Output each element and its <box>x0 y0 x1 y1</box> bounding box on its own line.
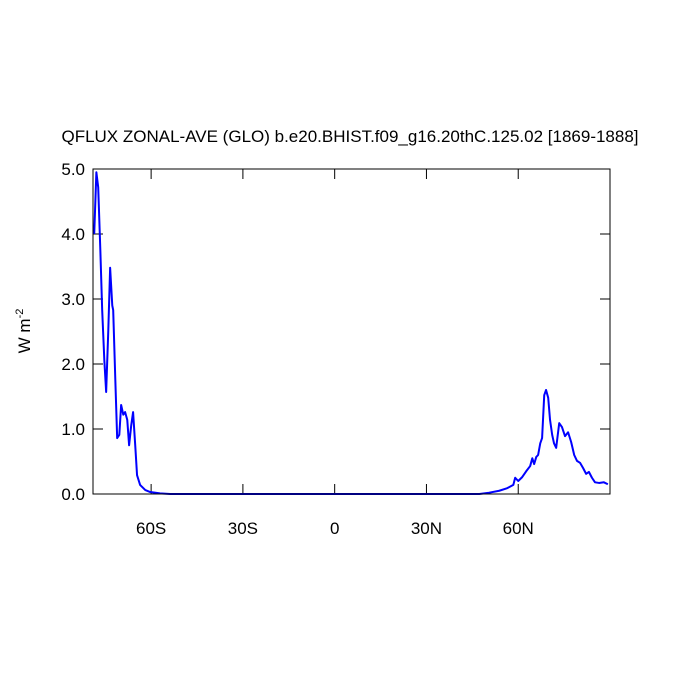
data-line <box>93 171 609 495</box>
y-tick-label: 3.0 <box>61 290 85 309</box>
chart-title: QFLUX ZONAL-AVE (GLO) b.e20.BHIST.f09_g1… <box>61 127 638 146</box>
y-tick-label: 5.0 <box>61 160 85 179</box>
y-axis-label-text: W m <box>15 318 34 353</box>
y-tick-label: 4.0 <box>61 225 85 244</box>
x-tick-label: 60N <box>503 519 534 538</box>
x-tick-label: 60S <box>136 519 166 538</box>
y-tick-label: 2.0 <box>61 355 85 374</box>
plot-frame <box>92 168 611 495</box>
y-axis-label-superscript: -2 <box>14 309 26 319</box>
x-tick-label: 0 <box>330 519 339 538</box>
y-tick-label: 0.0 <box>61 485 85 504</box>
y-tick-label: 1.0 <box>61 420 85 439</box>
x-tick-label: 30N <box>411 519 442 538</box>
y-axis-label: W m-2 <box>14 309 34 354</box>
x-tick-label: 30S <box>228 519 258 538</box>
